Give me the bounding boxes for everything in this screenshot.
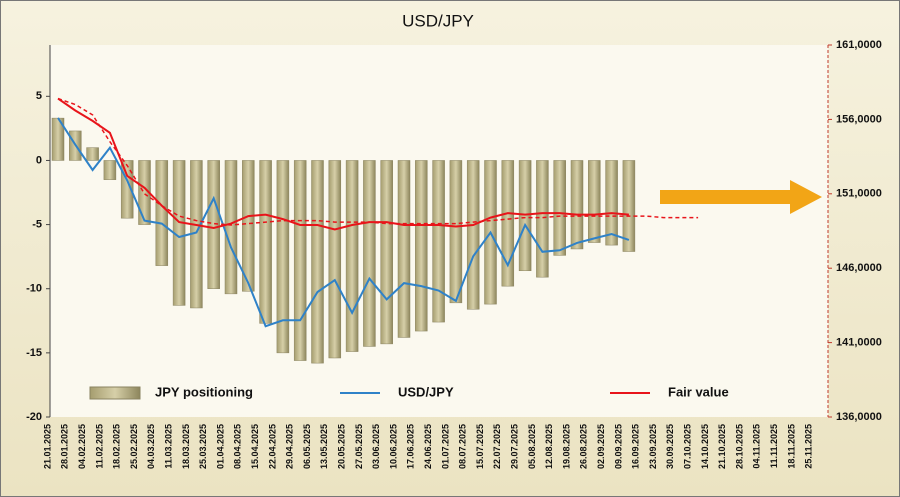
x-tick-label: 13.05.2025 (319, 424, 329, 469)
bar (501, 160, 515, 287)
x-tick-label: 03.06.2025 (371, 424, 381, 469)
y2-tick-label: 146,0000 (836, 262, 882, 274)
bar (138, 160, 151, 225)
y-tick-label: 0 (36, 154, 42, 166)
y-tick-label: -15 (26, 347, 42, 359)
bar (242, 160, 255, 292)
x-tick-label: 04.11.2025 (752, 424, 762, 469)
x-tick-label: 09.09.2025 (613, 424, 623, 469)
x-tick-label: 26.08.2025 (579, 424, 589, 469)
x-tick-label: 11.03.2025 (163, 424, 173, 469)
y2-tick-label: 161,0000 (836, 39, 882, 51)
bar (293, 160, 307, 361)
x-tick-label: 17.06.2025 (406, 424, 416, 469)
x-tick-label: 30.09.2025 (665, 424, 675, 469)
x-tick-label: 14.10.2025 (700, 424, 710, 469)
legend-swatch (89, 386, 141, 400)
bar (536, 160, 549, 278)
bar (328, 160, 342, 359)
x-tick-label: 07.10.2025 (682, 424, 692, 469)
x-tick-label: 15.07.2025 (475, 424, 485, 469)
bar (432, 160, 445, 323)
bar (345, 160, 359, 352)
line (57, 117, 630, 328)
bar (449, 160, 463, 304)
y-tick-label: -20 (26, 411, 42, 423)
y-tick-label: 5 (36, 90, 42, 102)
x-tick-label: 25.03.2025 (198, 424, 208, 469)
x-tick-label: 18.11.2025 (786, 424, 796, 469)
y2-tick-label: 136,0000 (836, 411, 882, 423)
marks (51, 97, 699, 364)
x-tick-label: 01.07.2025 (440, 424, 450, 469)
bar (397, 160, 411, 338)
x-tick-label: 22.07.2025 (492, 424, 502, 469)
x-tick-label: 27.05.2025 (354, 424, 364, 469)
x-tick-label: 05.08.2025 (527, 424, 537, 469)
x-tick-label: 18.03.2025 (181, 424, 191, 469)
x-tick-label: 08.04.2025 (233, 424, 243, 469)
y2-tick-label: 141,0000 (836, 337, 882, 349)
x-tick-label: 08.07.2025 (458, 424, 468, 469)
bar (588, 160, 601, 243)
x-tick-label: 12.08.2025 (544, 424, 554, 469)
x-tick-label: 04.02.2025 (77, 424, 87, 469)
bar (155, 160, 169, 266)
bar (103, 160, 117, 180)
x-tick-label: 23.09.2025 (648, 424, 658, 469)
bar (415, 160, 428, 332)
bar (622, 160, 636, 252)
bar (553, 160, 566, 256)
x-tick-label: 04.03.2025 (146, 424, 156, 469)
chart-title: USD/JPY (402, 11, 474, 30)
bar (518, 160, 532, 272)
x-tick-label: 19.08.2025 (561, 424, 571, 469)
y-tick-label: -5 (32, 218, 42, 230)
bar (207, 160, 220, 289)
x-tick-label: 15.04.2025 (250, 424, 260, 469)
legend-label: JPY positioning (155, 384, 253, 399)
legend-label: USD/JPY (398, 384, 454, 399)
x-tick-label: 01.04.2025 (215, 424, 225, 469)
arrow (660, 180, 822, 214)
bar (363, 160, 376, 347)
x-tick-label: 02.09.2025 (596, 424, 606, 469)
x-tick-label: 18.02.2025 (112, 424, 122, 469)
y2-tick-label: 156,0000 (836, 113, 882, 125)
x-tick-label: 29.07.2025 (509, 424, 519, 469)
x-tick-label: 21.01.2025 (42, 424, 52, 469)
bar (570, 160, 584, 250)
line (57, 97, 629, 231)
bar (259, 160, 272, 324)
legend-label: Fair value (668, 384, 729, 399)
x-tick-label: 21.10.2025 (717, 424, 727, 469)
y2-tick-label: 151,0000 (836, 188, 882, 200)
bar (86, 147, 99, 161)
x-tick-label: 24.06.2025 (423, 424, 433, 469)
x-tick-label: 11.02.2025 (94, 424, 104, 469)
bar (380, 160, 393, 345)
bar (276, 160, 290, 354)
x-tick-label: 28.10.2025 (734, 424, 744, 469)
bar (605, 160, 618, 246)
x-tick-label: 16.09.2025 (631, 424, 641, 469)
x-tick-label: 22.04.2025 (267, 424, 277, 469)
x-tick-label: 25.02.2025 (129, 424, 139, 469)
x-tick-label: 06.05.2025 (302, 424, 312, 469)
y-tick-label: -10 (26, 283, 42, 295)
bar (311, 160, 324, 364)
x-tick-label: 11.11.2025 (769, 424, 779, 468)
bar (466, 160, 480, 310)
x-tick-label: 29.04.2025 (285, 424, 295, 469)
bar (224, 160, 238, 295)
x-tick-label: 10.06.2025 (388, 424, 398, 469)
x-tick-label: 20.05.2025 (336, 424, 346, 469)
x-tick-label: 25.11.2025 (804, 424, 814, 469)
x-tick-label: 28.01.2025 (60, 424, 70, 469)
